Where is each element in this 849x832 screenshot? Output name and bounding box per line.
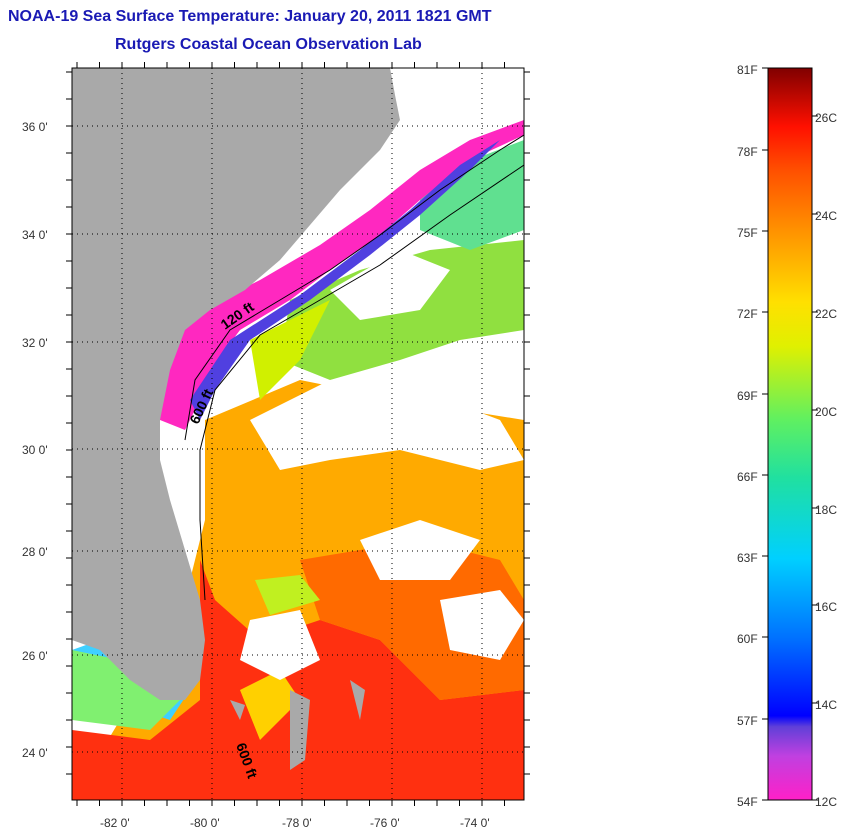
lon-label-76: -76 0' <box>370 816 400 830</box>
cb-c-12: 12C <box>815 795 837 809</box>
cb-c-26: 26C <box>815 111 837 125</box>
lat-label-32: 32 0' <box>22 336 48 350</box>
colorbar <box>767 67 813 801</box>
cb-c-14: 14C <box>815 698 837 712</box>
lat-label-36: 36 0' <box>22 120 48 134</box>
cb-c-24: 24C <box>815 209 837 223</box>
contour-600ft <box>199 164 524 601</box>
lat-label-34: 34 0' <box>22 228 48 242</box>
colorbar-ticks <box>762 67 818 801</box>
cb-f-54: 54F <box>737 795 758 809</box>
cb-f-63: 63F <box>737 551 758 565</box>
axis-ticks <box>66 62 530 806</box>
cb-f-81: 81F <box>737 63 758 77</box>
cb-f-66: 66F <box>737 470 758 484</box>
land-mass <box>72 68 400 700</box>
gulf-stream-water <box>72 560 524 800</box>
lon-label-74: -74 0' <box>460 816 490 830</box>
cb-f-78: 78F <box>737 145 758 159</box>
contour-120ft <box>184 134 524 441</box>
map-title: NOAA-19 Sea Surface Temperature: January… <box>8 8 492 25</box>
lat-label-26: 26 0' <box>22 649 48 663</box>
cb-f-72: 72F <box>737 307 758 321</box>
cb-c-16: 16C <box>815 600 837 614</box>
cloud-mask <box>250 380 524 470</box>
cb-f-57: 57F <box>737 714 758 728</box>
cb-c-22: 22C <box>815 307 837 321</box>
lat-label-28: 28 0' <box>22 545 48 559</box>
lon-label-78: -78 0' <box>282 816 312 830</box>
cb-f-69: 69F <box>737 389 758 403</box>
map-frame <box>71 67 525 801</box>
lon-label-80: -80 0' <box>190 816 220 830</box>
map-subtitle: Rutgers Coastal Ocean Observation Lab <box>115 36 422 53</box>
graticule <box>72 68 524 800</box>
cb-f-75: 75F <box>737 226 758 240</box>
lat-label-24: 24 0' <box>22 746 48 760</box>
lat-label-30: 30 0' <box>22 443 48 457</box>
map-panel <box>72 68 524 800</box>
cb-c-20: 20C <box>815 405 837 419</box>
cb-c-18: 18C <box>815 503 837 517</box>
cb-f-60: 60F <box>737 632 758 646</box>
lon-label-82: -82 0' <box>100 816 130 830</box>
